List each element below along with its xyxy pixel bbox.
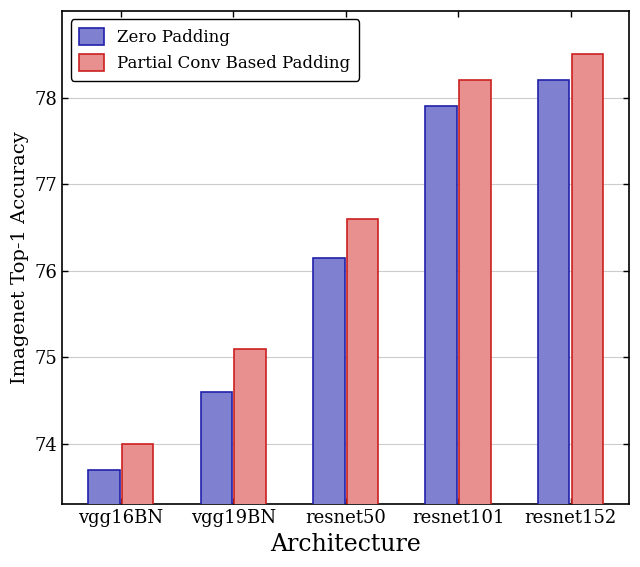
Bar [200,392,232,567]
Bar [88,470,120,567]
Legend: Zero Padding, Partial Conv Based Padding: Zero Padding, Partial Conv Based Padding [71,19,359,81]
Bar [313,258,344,567]
Bar [426,107,457,567]
X-axis label: Architecture: Architecture [270,533,421,556]
Y-axis label: Imagenet Top-1 Accuracy: Imagenet Top-1 Accuracy [11,132,29,384]
Bar [572,54,603,567]
Bar [234,349,266,567]
Bar [347,219,378,567]
Bar [460,81,491,567]
Bar [122,444,154,567]
Bar [538,81,570,567]
